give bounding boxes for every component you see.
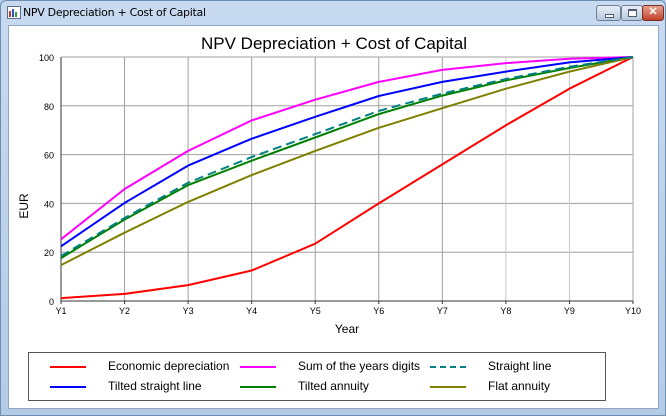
y-tick-label: 0 [49,297,54,307]
legend-label: Straight line [488,359,552,373]
series-line-sum-of-the-years-digits [60,56,634,241]
x-tick-label: Y1 [55,306,66,316]
chart-legend: Economic depreciation Sum of the years di… [28,352,606,401]
chart-app-icon [7,6,21,19]
minimize-button[interactable] [596,5,621,21]
legend-swatch [50,386,86,388]
series-line-flat-annuity [60,56,634,266]
title-bar[interactable]: NPV Depreciation + Cost of Capital ✕ [1,1,665,25]
legend-label: Tilted straight line [108,379,202,393]
y-tick-label: 80 [44,102,54,112]
legend-swatch [50,366,86,368]
series-line-straight-line [60,56,634,257]
x-tick-label: Y7 [437,306,448,316]
legend-label: Sum of the years digits [298,359,421,373]
x-tick-label: Y5 [310,306,321,316]
series-lines [60,56,634,300]
x-tick-label: Y2 [119,306,130,316]
x-tick-label: Y4 [246,306,257,316]
legend-label: Tilted annuity [298,379,369,393]
y-tick-label: 20 [44,248,54,258]
y-tick-label: 60 [44,151,54,161]
series-line-tilted-annuity [60,56,634,259]
maximize-button[interactable] [621,5,643,21]
x-tick-label: Y6 [373,306,384,316]
legend-label: Economic depreciation [108,359,230,373]
y-axis-label: EUR [17,193,31,219]
close-button[interactable]: ✕ [642,5,664,21]
legend-swatch [430,386,466,388]
y-tick-label: 100 [39,53,54,63]
series-line-tilted-straight-line [60,56,634,248]
legend-label: Flat annuity [488,379,551,393]
line-chart: 0 20 40 60 80 100 Y1 Y2 Y3 Y4 Y5 Y6 Y7 Y8 Y9 Y10 NPV De… [17,34,641,336]
grid-lines [61,56,634,301]
close-icon: ✕ [648,6,658,18]
chart-title: NPV Depreciation + Cost of Capital [201,34,467,53]
x-tick-label: Y3 [183,306,194,316]
axis-labels: 0 20 40 60 80 100 Y1 Y2 Y3 Y4 Y5 Y6 Y7 Y8 Y9 Y10 [39,53,641,316]
x-tick-label: Y8 [500,306,511,316]
x-tick-label: Y9 [564,306,575,316]
x-tick-label: Y10 [625,306,641,316]
y-tick-label: 40 [44,199,54,209]
window-title: NPV Depreciation + Cost of Capital [23,6,206,19]
x-axis-label: Year [335,322,359,336]
legend-swatch [240,366,276,368]
legend-swatch [430,366,466,368]
legend-swatch [240,386,276,388]
axes [60,57,634,304]
series-line-economic-depreciation [60,56,634,300]
chart-panel: 0 20 40 60 80 100 Y1 Y2 Y3 Y4 Y5 Y6 Y7 Y8 Y9 Y10 NPV De… [8,25,659,409]
